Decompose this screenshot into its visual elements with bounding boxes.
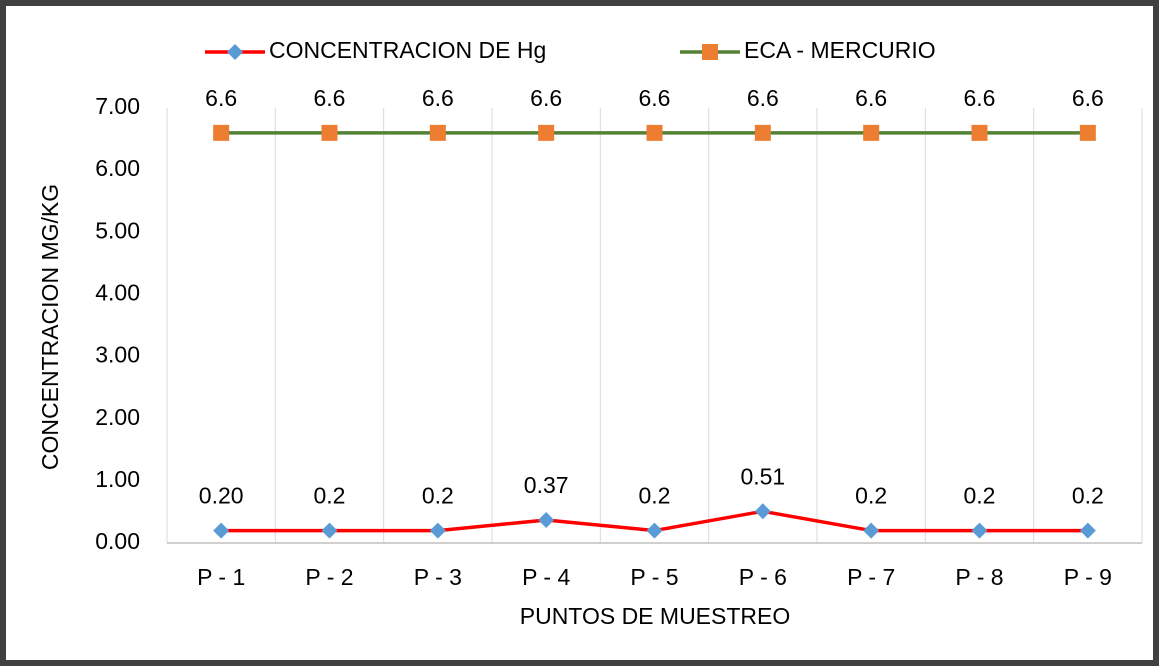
- square-marker: [971, 124, 988, 141]
- data-label: 0.37: [524, 472, 569, 498]
- data-label: 6.6: [964, 85, 996, 111]
- diamond-marker: [754, 503, 771, 520]
- y-tick-label: 7.00: [95, 93, 140, 119]
- y-tick-label: 6.00: [95, 155, 140, 181]
- x-tick-label: P - 1: [197, 564, 245, 590]
- x-tick-label: P - 7: [847, 564, 895, 590]
- data-label: 0.51: [740, 463, 785, 489]
- data-label: 0.2: [639, 483, 671, 509]
- x-tick-label: P - 2: [305, 564, 353, 590]
- data-label: 6.6: [422, 85, 454, 111]
- y-tick-label: 5.00: [95, 217, 140, 243]
- square-marker: [702, 44, 718, 60]
- x-tick-label: P - 3: [414, 564, 462, 590]
- square-marker: [429, 124, 446, 141]
- data-label: 0.2: [314, 483, 346, 509]
- diamond-marker: [971, 522, 988, 539]
- square-marker: [321, 124, 338, 141]
- x-tick-label: P - 6: [739, 564, 787, 590]
- legend-label: CONCENTRACION DE Hg: [269, 37, 546, 63]
- diamond-marker: [429, 522, 446, 539]
- y-tick-label: 1.00: [95, 466, 140, 492]
- legend-label: ECA - MERCURIO: [744, 37, 936, 63]
- diamond-marker: [321, 522, 338, 539]
- y-tick-label: 2.00: [95, 404, 140, 430]
- y-tick-label: 4.00: [95, 280, 140, 306]
- data-label: 6.6: [639, 85, 671, 111]
- x-axis-title: PUNTOS DE MUESTREO: [520, 603, 791, 629]
- diamond-marker: [1079, 522, 1096, 539]
- data-label: 6.6: [855, 85, 887, 111]
- square-marker: [646, 124, 663, 141]
- diamond-marker: [538, 512, 555, 529]
- y-axis-title: CONCENTRACION MG/KG: [37, 184, 63, 470]
- x-tick-label: P - 4: [522, 564, 570, 590]
- data-label: 0.2: [1072, 483, 1104, 509]
- data-label: 6.6: [1072, 85, 1104, 111]
- data-label: 0.2: [855, 483, 887, 509]
- square-marker: [754, 124, 771, 141]
- diamond-marker: [646, 522, 663, 539]
- square-marker: [863, 124, 880, 141]
- x-tick-label: P - 8: [955, 564, 1003, 590]
- y-tick-label: 3.00: [95, 342, 140, 368]
- y-tick-label: 0.00: [95, 528, 140, 554]
- data-label: 0.2: [422, 483, 454, 509]
- data-label: 6.6: [314, 85, 346, 111]
- diamond-marker: [227, 44, 243, 60]
- square-marker: [213, 124, 230, 141]
- data-label: 6.6: [530, 85, 562, 111]
- diamond-marker: [863, 522, 880, 539]
- data-label: 6.6: [205, 85, 237, 111]
- data-label: 6.6: [747, 85, 779, 111]
- square-marker: [1079, 124, 1096, 141]
- diamond-marker: [213, 522, 230, 539]
- x-tick-label: P - 5: [630, 564, 678, 590]
- data-label: 0.2: [964, 483, 996, 509]
- x-tick-label: P - 9: [1064, 564, 1112, 590]
- square-marker: [538, 124, 555, 141]
- data-label: 0.20: [199, 483, 244, 509]
